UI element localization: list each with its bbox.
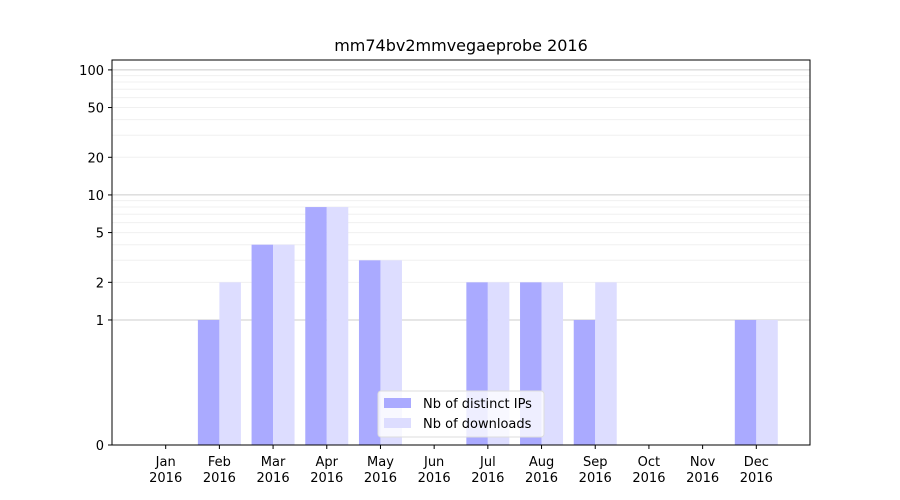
- x-axis: Jan2016Feb2016Mar2016Apr2016May2016Jun20…: [149, 445, 773, 486]
- x-tick-label-month: Jul: [479, 455, 496, 470]
- x-tick-label-year: 2016: [740, 471, 773, 486]
- legend-swatch: [384, 418, 411, 428]
- x-tick-label-month: Sep: [583, 455, 608, 470]
- bar-downloads: [326, 207, 349, 445]
- bar-distinct-ips: [305, 207, 327, 445]
- x-tick-label-year: 2016: [149, 471, 182, 486]
- bar-distinct-ips: [734, 319, 757, 445]
- legend: Nb of distinct IPs Nb of downloads: [377, 390, 545, 438]
- bar-distinct-ips: [197, 319, 220, 445]
- bar-distinct-ips: [251, 244, 274, 445]
- legend-label: Nb of distinct IPs: [423, 397, 532, 412]
- x-tick-label-month: Aug: [529, 455, 554, 470]
- x-tick-label-year: 2016: [632, 471, 665, 486]
- x-tick-label-month: Feb: [208, 455, 231, 470]
- bar-distinct-ips: [358, 260, 381, 445]
- x-tick-label-month: Dec: [744, 455, 769, 470]
- x-tick-label-year: 2016: [579, 471, 612, 486]
- x-tick-label-month: Oct: [638, 455, 660, 470]
- x-tick-label-month: Jan: [155, 455, 176, 470]
- y-tick-label: 5: [96, 227, 104, 242]
- chart-title: mm74bv2mmvegaeprobe 2016: [334, 36, 588, 55]
- bars: [197, 207, 778, 445]
- bar-downloads: [595, 282, 617, 445]
- y-tick-label: 50: [87, 102, 104, 117]
- y-axis: 0 1 2 5 10 20 50 100: [79, 64, 112, 454]
- bar-downloads: [756, 319, 778, 445]
- plot-frame: [111, 59, 811, 446]
- legend-swatch: [384, 398, 411, 408]
- bar-downloads: [219, 282, 241, 445]
- x-tick-label-year: 2016: [471, 471, 504, 486]
- x-tick-label-year: 2016: [364, 471, 397, 486]
- bar-downloads: [541, 282, 564, 445]
- x-tick-label-year: 2016: [257, 471, 290, 486]
- legend-box: [377, 390, 545, 438]
- x-tick-label-year: 2016: [310, 471, 343, 486]
- x-tick-label-year: 2016: [418, 471, 451, 486]
- x-tick-label-year: 2016: [686, 471, 719, 486]
- y-tick-label: 1: [96, 314, 104, 329]
- y-tick-label: 100: [79, 64, 104, 79]
- x-tick-label-month: May: [367, 455, 394, 470]
- x-tick-label-month: Apr: [316, 455, 339, 470]
- bar-downloads: [273, 244, 295, 445]
- x-tick-label-month: Nov: [690, 455, 716, 470]
- y-tick-label: 2: [96, 276, 104, 291]
- x-tick-label-year: 2016: [525, 471, 558, 486]
- x-tick-label-month: Mar: [261, 455, 286, 470]
- y-tick-label: 0: [96, 439, 104, 454]
- bar-distinct-ips: [573, 319, 596, 445]
- y-tick-label: 10: [87, 189, 104, 204]
- legend-label: Nb of downloads: [423, 417, 532, 432]
- y-tick-label: 20: [87, 151, 104, 166]
- x-tick-label-year: 2016: [203, 471, 236, 486]
- x-tick-label-month: Jun: [423, 455, 444, 470]
- grid: [112, 69, 810, 321]
